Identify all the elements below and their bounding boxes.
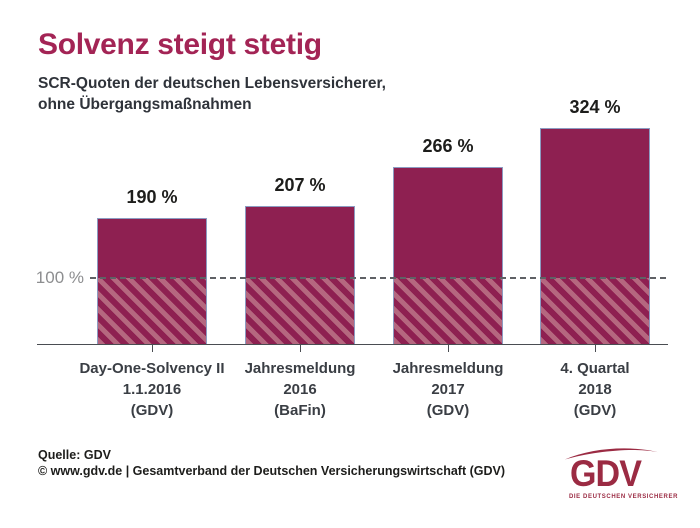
- category-label: Jahresmeldung 2017 (GDV): [392, 360, 504, 419]
- bar-value-label: 207 %: [274, 175, 326, 195]
- source-text: Quelle: GDV: [38, 448, 111, 462]
- bar-value-label: 324 %: [569, 97, 621, 117]
- reference-line: [90, 277, 668, 279]
- copyright-text: © www.gdv.de | Gesamtverband der Deutsch…: [38, 464, 505, 478]
- axis-tick: [300, 345, 301, 352]
- bar-value-label: 266 %: [422, 136, 474, 156]
- bar: [540, 128, 650, 345]
- chart-subtitle: SCR-Quoten der deutschen Lebensversicher…: [38, 75, 386, 113]
- category-label: 4. Quartal 2018 (GDV): [560, 360, 630, 419]
- logo-tagline: DIE DEUTSCHEN VERSICHERER: [568, 494, 678, 500]
- footer: Quelle: GDV © www.gdv.de | Gesamtverband…: [38, 447, 505, 479]
- bar: [97, 218, 207, 345]
- bar-hatch-below-100: [246, 278, 354, 344]
- x-axis: [37, 344, 668, 345]
- page-title: Solvenz steigt stetig: [38, 28, 322, 61]
- bar-hatch-below-100: [541, 278, 649, 344]
- axis-tick: [448, 345, 449, 352]
- gdv-logo: GDV DIE DEUTSCHEN VERSICHERER: [558, 443, 678, 515]
- axis-tick: [152, 345, 153, 352]
- bar-hatch-below-100: [394, 278, 502, 344]
- bar-value-label: 190 %: [126, 187, 178, 207]
- category-label: Jahresmeldung 2016 (BaFin): [244, 360, 356, 419]
- logo-text: GDV: [570, 453, 642, 494]
- bar: [245, 206, 355, 345]
- reference-line-label: 100 %: [35, 268, 84, 287]
- logo-swoosh-icon: [564, 448, 661, 460]
- category-label: Day-One-Solvency II 1.1.2016 (GDV): [79, 360, 225, 419]
- axis-tick: [595, 345, 596, 352]
- bar: [393, 167, 503, 345]
- bar-hatch-below-100: [98, 278, 206, 344]
